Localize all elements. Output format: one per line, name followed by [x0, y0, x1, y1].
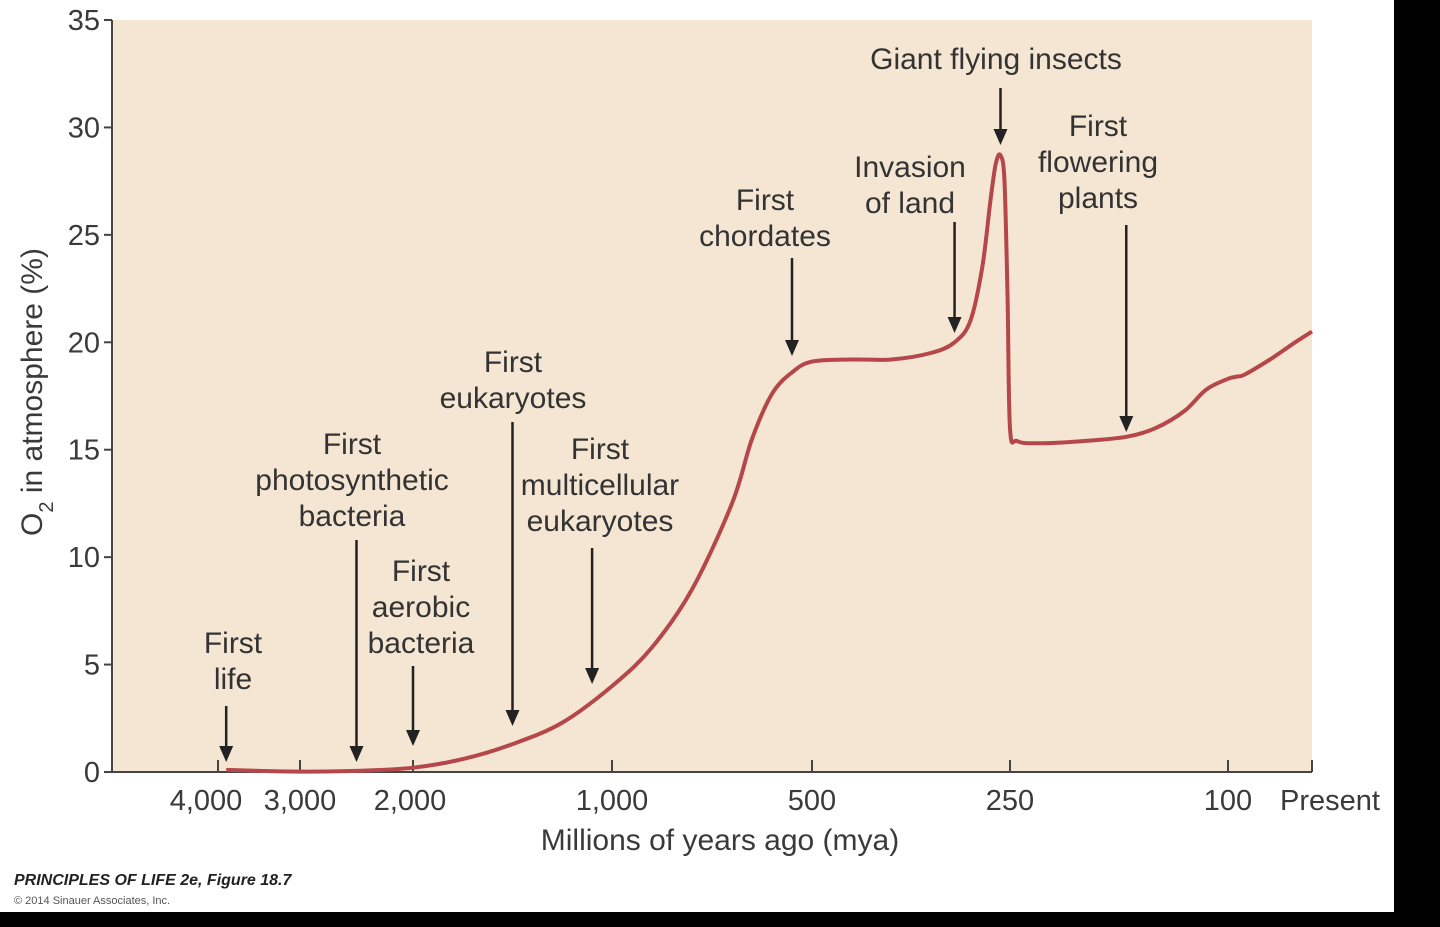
- annotation-arrow-head: [993, 129, 1008, 145]
- x-tick-label: Present: [1280, 785, 1380, 817]
- annotation-label: Invasion of land: [854, 151, 966, 220]
- annotation-label: Giant flying insects: [870, 43, 1122, 76]
- annotation-label-line: bacteria: [299, 500, 406, 533]
- figure-frame: 0 5 10 15 20 25 30 35 4,000 3,000 2,000 1,000 500 25…: [0, 0, 1394, 912]
- y-axis-label-sub: 2: [36, 501, 58, 512]
- annotation-arrow-head: [585, 668, 600, 684]
- annotation-label-line: chordates: [699, 220, 831, 253]
- y-tick-label: 20: [68, 327, 100, 359]
- annotation-label: First flowering plants: [1038, 110, 1158, 215]
- annotation: First eukaryotes: [440, 346, 587, 726]
- annotation-label-line: multicellular: [521, 469, 679, 502]
- figure-credit-title: PRINCIPLES OF LIFE 2e, Figure 18.7: [14, 872, 292, 889]
- y-tick-label: 15: [68, 435, 100, 467]
- annotation-label: First chordates: [699, 184, 831, 253]
- annotation-label-line: First: [392, 555, 451, 588]
- y-tick-label: 25: [68, 220, 100, 252]
- y-axis-label-main: O: [16, 513, 49, 536]
- annotation-label-line: eukaryotes: [440, 382, 587, 415]
- annotation-label: First eukaryotes: [440, 346, 587, 415]
- annotation-label-line: First: [323, 428, 382, 461]
- y-axis-label: O2 in atmosphere (%): [16, 248, 58, 536]
- x-tick-label: 1,000: [576, 785, 649, 817]
- y-tick-label: 35: [68, 5, 100, 37]
- annotation-arrow-head: [947, 317, 962, 333]
- annotation: First life: [204, 627, 263, 762]
- y-axis-ticks: 0 5 10 15 20 25 30 35: [68, 5, 112, 789]
- annotation-label-line: Giant flying insects: [870, 43, 1122, 76]
- annotation: First photosynthetic bacteria: [255, 428, 449, 762]
- x-tick-label: 3,000: [264, 785, 337, 817]
- o2-chart: 0 5 10 15 20 25 30 35 4,000 3,000 2,000 1,000 500 25…: [16, 5, 1380, 857]
- annotation-arrow-head: [219, 746, 234, 762]
- annotation-label: First aerobic bacteria: [368, 555, 475, 660]
- annotation-label-line: eukaryotes: [527, 505, 674, 538]
- annotation-label-line: photosynthetic: [255, 464, 448, 497]
- annotation-arrow-head: [1119, 416, 1134, 432]
- annotation-label-line: First: [484, 346, 543, 379]
- annotation: First flowering plants: [1038, 110, 1158, 432]
- annotation-label-line: bacteria: [368, 627, 475, 660]
- y-axis-label-rest: in atmosphere (%): [16, 248, 49, 501]
- annotation-label-line: aerobic: [372, 591, 470, 624]
- annotation-label-line: of land: [865, 187, 955, 220]
- annotation-label-line: First: [736, 184, 795, 217]
- o2-series-line: [226, 152, 1314, 774]
- y-tick-label: 30: [68, 112, 100, 144]
- annotation-label-line: life: [214, 663, 252, 696]
- x-tick-label: 2,000: [374, 785, 447, 817]
- y-tick-label: 5: [84, 650, 100, 682]
- x-tick-label: 100: [1204, 785, 1252, 817]
- y-tick-label: 0: [84, 757, 100, 789]
- annotation-label: First photosynthetic bacteria: [255, 428, 448, 533]
- annotation-label: First life: [204, 627, 263, 696]
- x-axis-ticks: 4,000 3,000 2,000 1,000 500 250 100 Present: [170, 760, 1380, 817]
- x-tick-label: 500: [788, 785, 836, 817]
- annotation-label-line: First: [204, 627, 263, 660]
- x-axis-label: Millions of years ago (mya): [541, 824, 899, 857]
- annotation: Invasion of land: [854, 151, 966, 333]
- annotation-label-line: flowering: [1038, 146, 1158, 179]
- annotation-arrow-head: [505, 710, 520, 726]
- annotation: Giant flying insects: [870, 43, 1122, 145]
- annotation-label-line: Invasion: [854, 151, 966, 184]
- annotation: First chordates: [699, 184, 831, 356]
- plot-background: [112, 20, 1312, 772]
- annotation-label-line: First: [571, 433, 630, 466]
- annotation: First multicellular eukaryotes: [521, 433, 679, 684]
- x-tick-label: 4,000: [170, 785, 243, 817]
- annotation-arrow-head: [406, 730, 420, 746]
- annotation-label-line: plants: [1058, 182, 1138, 215]
- annotation-label-line: First: [1069, 110, 1128, 143]
- annotation-arrow-head: [349, 746, 364, 762]
- figure-credit-copyright: © 2014 Sinauer Associates, Inc.: [14, 895, 171, 907]
- annotation: First aerobic bacteria: [368, 555, 475, 746]
- y-tick-label: 10: [68, 542, 100, 574]
- annotation-arrow-head: [785, 340, 799, 356]
- annotation-label: First multicellular eukaryotes: [521, 433, 679, 538]
- x-tick-label: 250: [986, 785, 1034, 817]
